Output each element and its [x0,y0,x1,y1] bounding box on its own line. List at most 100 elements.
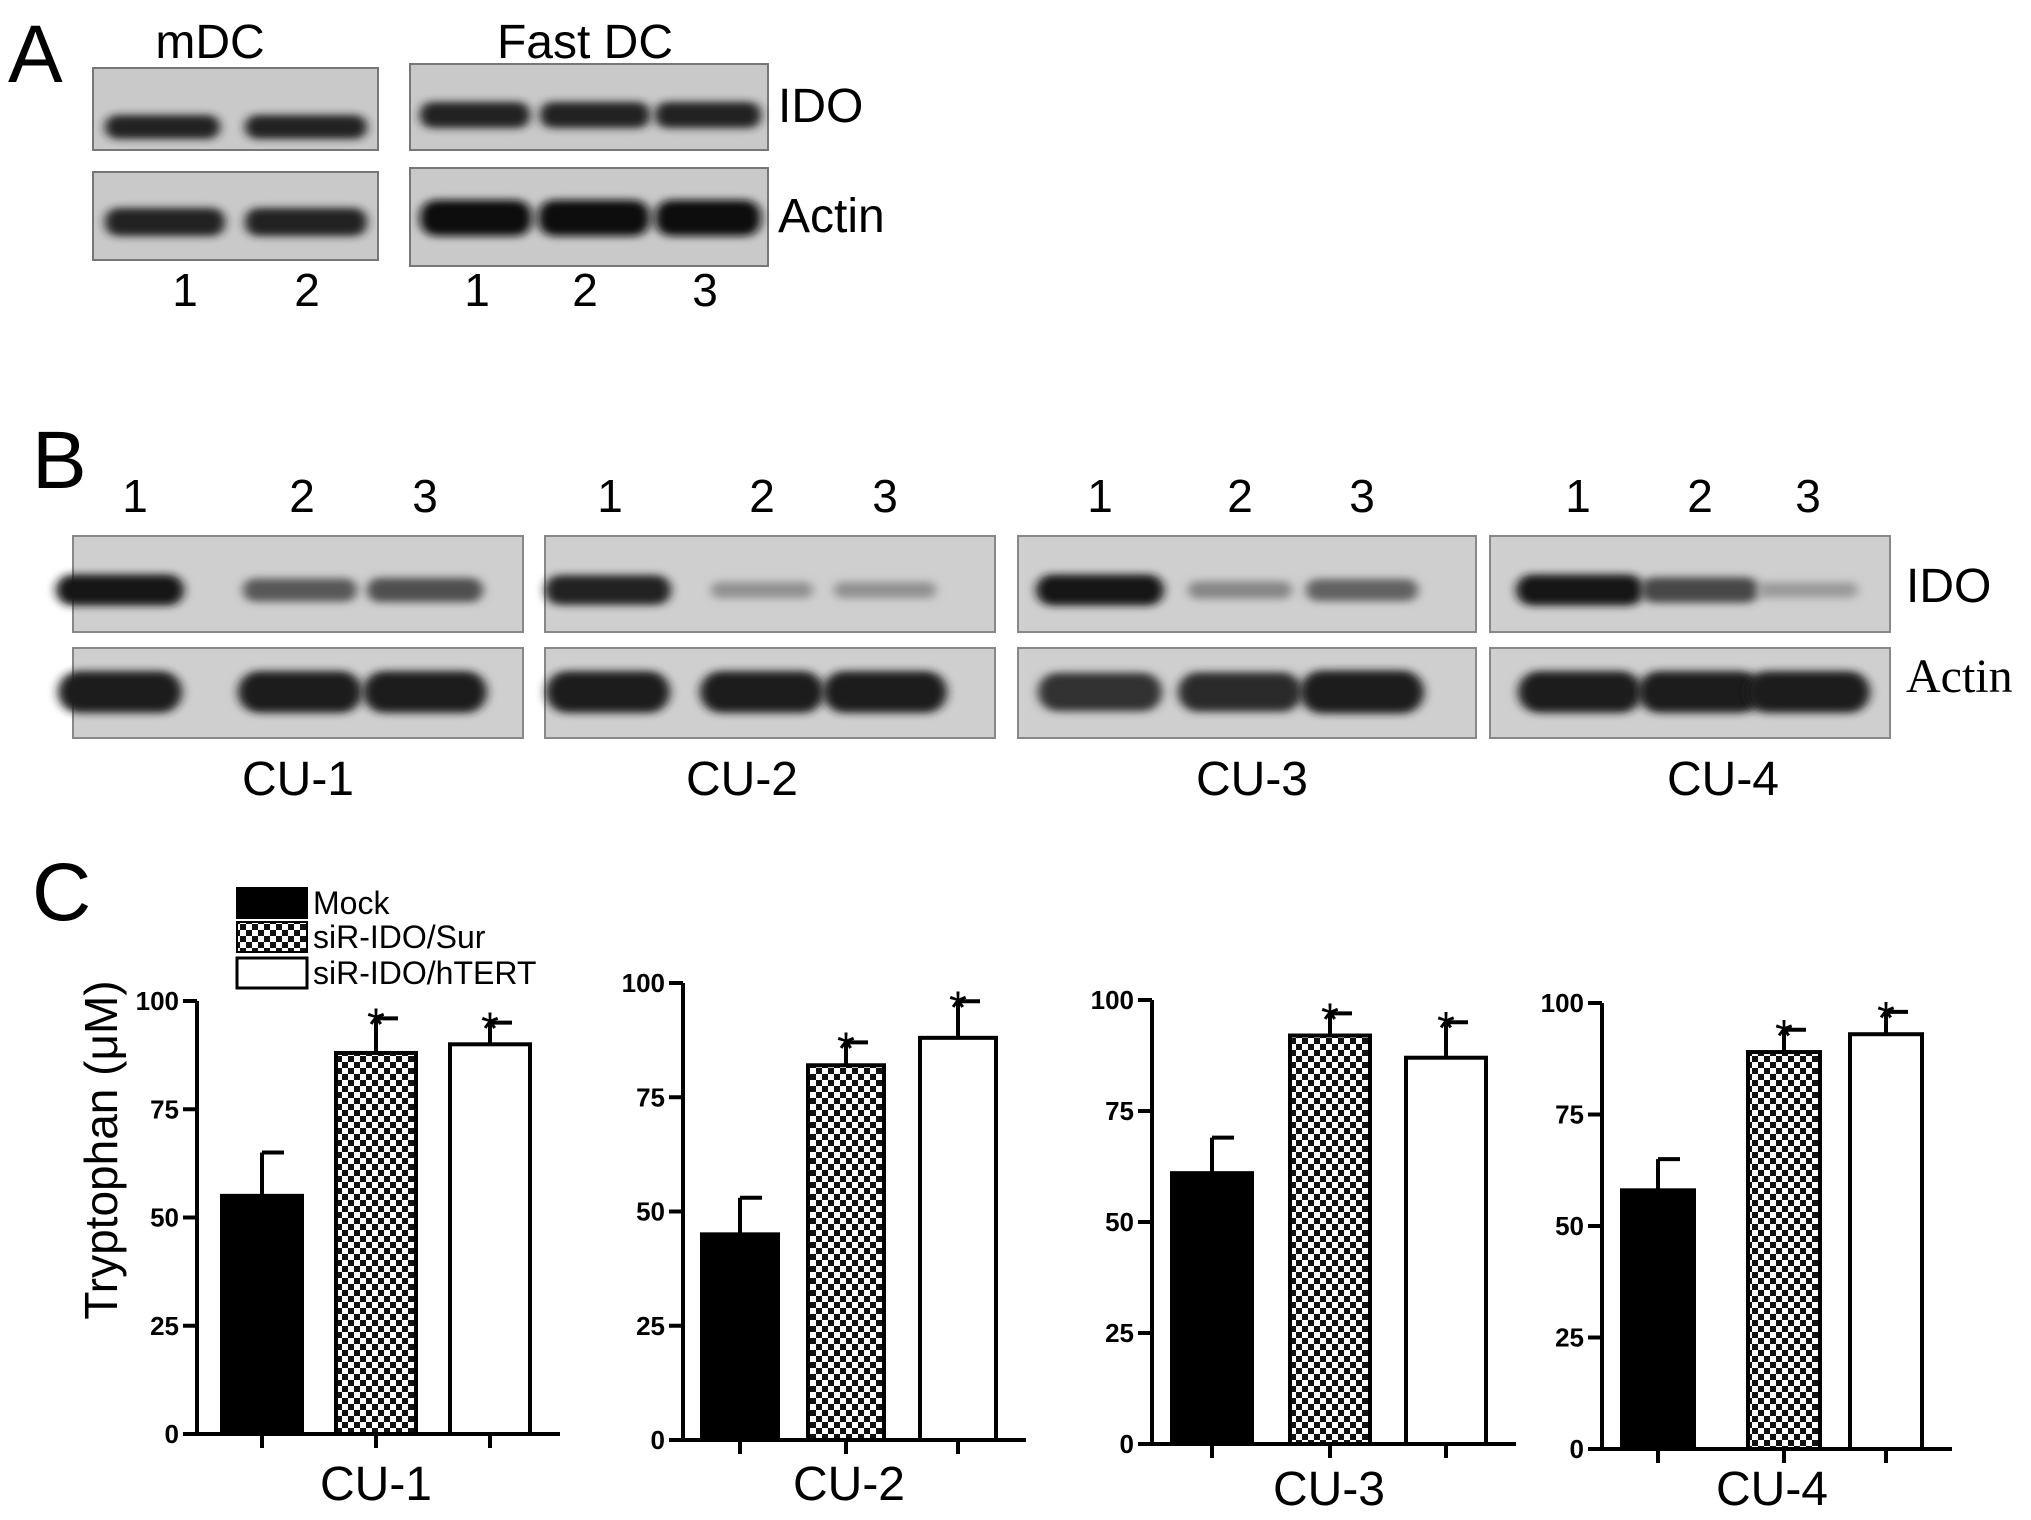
lane-number: 2 [1227,470,1253,522]
y-tick-label: 50 [636,1197,665,1227]
actin-band [1178,672,1302,712]
legend-label: siR-IDO/Sur [313,919,486,955]
panel-a-row-label-actin: Actin [778,190,885,243]
bar-sir-ido-sur [1746,1050,1822,1452]
ido-band [1306,578,1418,602]
x-axis-label: CU-3 [1273,1463,1385,1516]
cell-line-label: CU-4 [1667,753,1779,806]
bar-sir-ido-htert [1404,1055,1488,1446]
ido-band [1516,574,1644,606]
significance-star: * [367,998,385,1050]
mdc-group-label: mDC [155,16,264,69]
y-tick-label: 75 [150,1094,179,1124]
bar-chart-cu-4: 0 25 50 75 100 * * CU-4 [1541,988,1952,1516]
bar-sir-ido-sur [806,1063,886,1442]
legend-swatch-htert [235,956,309,990]
significance-star: * [1775,1010,1793,1062]
panel-b-letter: B [32,415,87,506]
ido-band [545,575,671,605]
bar-mock [1620,1188,1696,1451]
lane-number: 3 [1349,470,1375,522]
bar-mock [1170,1171,1254,1447]
blot-mdc-ido [92,67,379,151]
legend-label: Mock [313,885,390,921]
bar-chart-cu-2: 0 25 50 75 100 * * CU-2 [622,968,1026,1511]
panel-c-letter: C [32,847,91,938]
significance-star: * [949,981,967,1033]
ido-band [711,581,813,599]
legend-label: siR-IDO/hTERT [313,955,536,991]
y-tick-label: 0 [165,1419,179,1449]
legend: Mock siR-IDO/Sur siR-IDO/hTERT [235,885,536,991]
y-tick-label: 0 [1120,1429,1134,1459]
ido-band [367,577,483,603]
y-tick-label: 75 [636,1082,665,1112]
y-tick-label: 50 [1105,1207,1134,1237]
bar-chart-cu-3: 0 25 50 75 100 * * CU-3 [1091,985,1516,1516]
y-tick-label: 25 [150,1311,179,1341]
significance-star: * [837,1022,855,1074]
legend-swatch-mock [236,887,308,919]
lane-number: 2 [1687,470,1713,522]
y-tick-label: 75 [1555,1100,1584,1130]
lane-number: 1 [1565,470,1591,522]
y-tick-label: 100 [136,986,179,1016]
bar-chart-cu-1: 0 25 50 75 100 * * CU-1 [136,986,560,1511]
y-tick-label: 50 [150,1203,179,1233]
bar-sir-ido-sur [1288,1033,1372,1447]
x-axis-label: CU-2 [793,1458,905,1511]
cell-line-label: CU-2 [686,753,798,806]
lane-number: 1 [1087,470,1113,522]
actin-band [700,671,824,713]
panel-b-row-label-ido: IDO [1906,560,1991,613]
panel-b-blots: 1 2 3 CU-1 1 2 3 CU-2 1 2 3 CU-3 1 2 3 CU-4 [56,470,1891,806]
significance-star: * [1877,992,1895,1044]
bar-mock [700,1232,780,1442]
ido-band [1036,574,1164,606]
blot-cu-4: 1 2 3 CU-4 [1489,470,1891,806]
actin-band [546,671,670,713]
blot-fastdc-ido [409,63,769,151]
lane-number: 3 [1795,470,1821,522]
actin-band [58,671,182,713]
actin-band [823,671,947,713]
blot-cu-1: 1 2 3 CU-1 [56,470,524,806]
y-tick-label: 25 [1555,1323,1584,1353]
bar-mock [220,1193,304,1436]
x-axis-label: CU-1 [320,1458,432,1511]
ido-band [1758,582,1858,598]
lane-number: 1 [122,470,148,522]
y-axis-title: Tryptophan (μM) [75,980,127,1319]
lane-number: 2 [749,470,775,522]
fastdc-lane-label: 1 [464,264,490,316]
fastdc-lane-label: 3 [692,264,718,316]
cell-line-label: CU-1 [242,753,354,806]
bar-sir-ido-htert [1848,1032,1924,1451]
significance-star: * [481,1003,499,1055]
blot-cu-3: 1 2 3 CU-3 [1017,470,1477,806]
y-tick-label: 25 [1105,1318,1134,1348]
blot-cu-2: 1 2 3 CU-2 [544,470,996,806]
actin-band [1038,672,1162,712]
significance-star: * [1437,1002,1455,1054]
lane-number: 1 [597,470,623,522]
fastdc-group-label: Fast DC [497,16,673,69]
ido-band [834,581,936,599]
actin-band [1638,671,1762,713]
x-axis-label: CU-4 [1716,1463,1828,1516]
lane-number: 3 [872,470,898,522]
bar-sir-ido-htert [448,1042,532,1437]
panel-a-letter: A [8,9,63,100]
lane-number: 2 [289,470,315,522]
lane-number: 3 [412,470,438,522]
y-tick-label: 0 [651,1425,665,1455]
actin-band [1300,670,1424,714]
actin-band [1746,671,1870,713]
y-tick-label: 100 [1541,988,1584,1018]
y-tick-label: 100 [622,968,665,998]
ido-band [1188,581,1292,599]
ido-band [56,574,184,606]
bar-sir-ido-sur [334,1050,418,1436]
y-tick-label: 50 [1555,1211,1584,1241]
